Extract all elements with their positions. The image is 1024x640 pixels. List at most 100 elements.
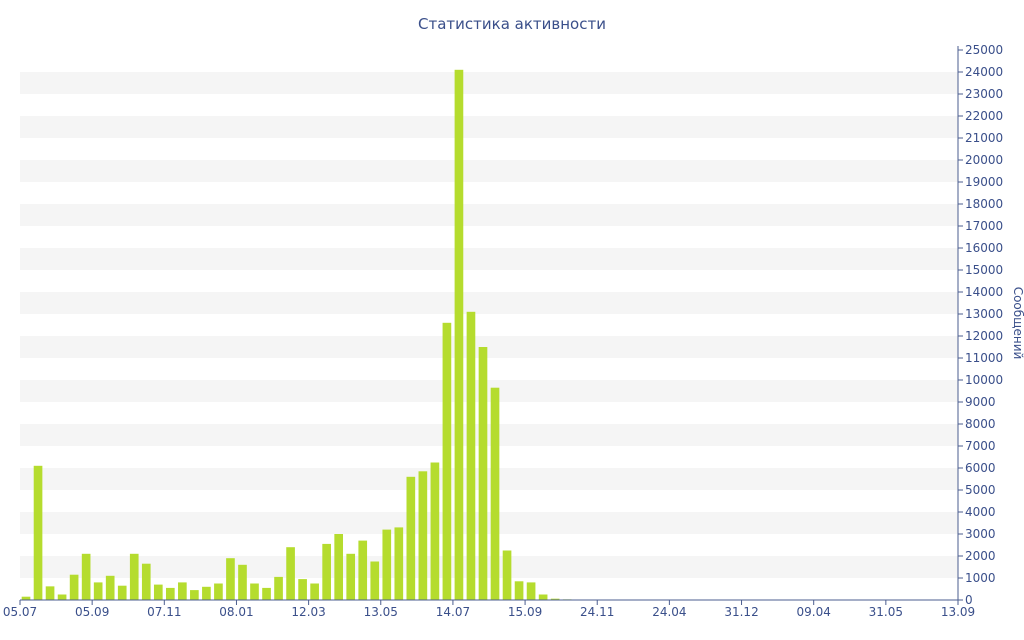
bar [93, 582, 103, 600]
bar [178, 582, 187, 600]
y-axis-title: Сообщений [1011, 287, 1024, 360]
y-tick-label: 10000 [965, 373, 1003, 387]
bar [153, 584, 163, 600]
bar [406, 476, 416, 600]
grid-band [20, 380, 958, 402]
bar [69, 574, 79, 600]
grid-band [20, 248, 958, 270]
x-tick-label: 24.11 [580, 605, 614, 619]
bar [346, 553, 356, 600]
x-tick-label: 07.11 [147, 605, 181, 619]
bar [334, 534, 344, 600]
x-tick-label: 05.09 [75, 605, 109, 619]
bar [286, 547, 295, 600]
y-tick-label: 15000 [965, 263, 1003, 277]
bar [430, 462, 440, 600]
grid-band [20, 512, 958, 534]
bar [45, 586, 55, 600]
bar [250, 583, 259, 600]
bar [358, 540, 368, 600]
y-tick-label: 21000 [965, 131, 1003, 145]
y-tick-label: 14000 [965, 285, 1003, 299]
bar [81, 553, 91, 600]
grid-band [20, 116, 958, 138]
bar [370, 561, 380, 600]
bar [478, 347, 488, 600]
bar [129, 553, 139, 600]
bar [274, 576, 283, 600]
y-tick-label: 9000 [965, 395, 996, 409]
bar [550, 598, 560, 600]
y-tick-label: 5000 [965, 483, 996, 497]
y-tick-label: 8000 [965, 417, 996, 431]
bar [33, 465, 43, 600]
grid-band [20, 424, 958, 446]
grid-band [20, 468, 958, 490]
x-tick-label: 09.04 [797, 605, 831, 619]
grid-band [20, 556, 958, 578]
bar [117, 585, 127, 600]
bar [394, 527, 404, 600]
bar [214, 583, 223, 600]
grid-band [20, 160, 958, 182]
y-tick-label: 18000 [965, 197, 1003, 211]
bar [21, 596, 31, 600]
y-tick-label: 1000 [965, 571, 996, 585]
bar [322, 543, 331, 600]
x-tick-label: 13.05 [364, 605, 398, 619]
x-tick-label: 13.09 [941, 605, 975, 619]
y-tick-label: 16000 [965, 241, 1003, 255]
y-tick-label: 24000 [965, 65, 1003, 79]
x-tick-label: 31.05 [869, 605, 903, 619]
bar [442, 322, 452, 600]
x-tick-label: 12.03 [291, 605, 325, 619]
bar [310, 583, 319, 600]
bars-group [21, 69, 957, 601]
bar [514, 581, 524, 600]
grid-band [20, 72, 958, 94]
bar [262, 587, 271, 600]
x-tick-label: 05.07 [3, 605, 37, 619]
y-tick-label: 7000 [965, 439, 996, 453]
x-tick-label: 24.04 [652, 605, 686, 619]
y-tick-label: 12000 [965, 329, 1003, 343]
bar [190, 590, 199, 600]
bar [454, 69, 464, 601]
bar [105, 575, 115, 600]
y-tick-label: 25000 [965, 43, 1003, 57]
grid-band [20, 204, 958, 226]
bar [165, 587, 175, 600]
bar [57, 594, 67, 600]
bar [141, 563, 151, 600]
bar [298, 579, 307, 600]
bar [202, 586, 211, 600]
y-tick-label: 0 [965, 593, 973, 607]
bar [238, 564, 247, 600]
y-tick-label: 17000 [965, 219, 1003, 233]
x-tick-label: 08.01 [219, 605, 253, 619]
x-tick-label: 15.09 [508, 605, 542, 619]
grid-bands [20, 72, 958, 578]
y-tick-label: 23000 [965, 87, 1003, 101]
bar [502, 550, 512, 600]
bar [526, 582, 536, 600]
y-tick-label: 13000 [965, 307, 1003, 321]
y-tick-label: 19000 [965, 175, 1003, 189]
chart-title: Статистика активности [418, 15, 606, 33]
bar [466, 311, 476, 600]
bar [382, 529, 392, 600]
x-tick-label: 14.07 [436, 605, 470, 619]
y-axis: 0 1000 2000 3000 4000 5000 6000 7000 8000 9000 100… [957, 43, 1003, 607]
y-tick-label: 22000 [965, 109, 1003, 123]
x-tick-label: 31.12 [724, 605, 758, 619]
bar [226, 558, 235, 600]
grid-band [20, 292, 958, 314]
y-tick-label: 20000 [965, 153, 1003, 167]
y-tick-label: 11000 [965, 351, 1003, 365]
grid-band [20, 336, 958, 358]
bar [538, 594, 548, 600]
y-tick-label: 2000 [965, 549, 996, 563]
y-tick-label: 6000 [965, 461, 996, 475]
y-tick-label: 4000 [965, 505, 996, 519]
